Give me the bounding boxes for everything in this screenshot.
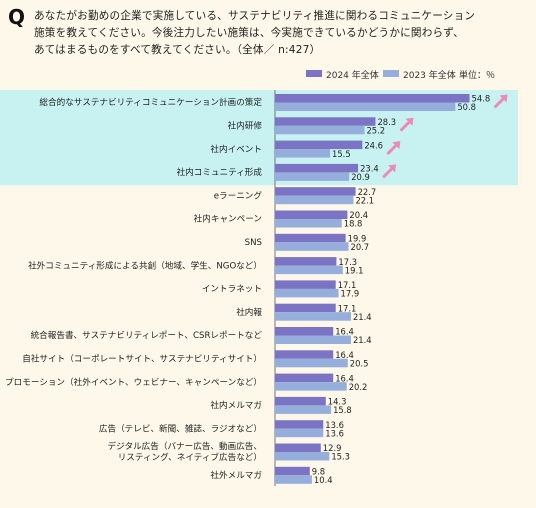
bar-2023 <box>275 125 365 135</box>
category-label: 総合的なサステナビリティコミュニケーション計画の策定 <box>39 96 262 108</box>
bar-2024 <box>275 187 356 196</box>
value-label-2023: 15.5 <box>332 149 351 159</box>
value-label-2023: 25.2 <box>366 126 385 136</box>
bar-2023 <box>275 312 351 321</box>
value-label-2024: 16.4 <box>335 350 354 360</box>
category-label: 統合報告書、サステナビリティレポート、CSRレポートなど <box>31 329 263 341</box>
category-label: 社内メルマガ <box>210 399 262 411</box>
bar-2023 <box>275 335 351 344</box>
value-label-2023: 15.3 <box>331 452 350 462</box>
category-label: デジタル広告（バナー広告、動画広告、 <box>107 440 262 452</box>
value-label-2024: 17.3 <box>338 257 357 267</box>
bar-2023 <box>275 475 312 484</box>
category-label: リスティング、ネイティブ広告など） <box>118 451 262 463</box>
value-label-2023: 15.8 <box>333 405 352 415</box>
category-label: 社内キャンペーン <box>194 213 262 225</box>
bar-2024 <box>275 233 346 243</box>
bar-2023 <box>275 358 348 368</box>
value-label-2023: 20.9 <box>351 172 370 182</box>
bar-2023 <box>275 242 349 251</box>
value-label-2024: 24.6 <box>364 140 383 150</box>
increase-arrowhead-icon <box>405 117 414 126</box>
value-label-2023: 13.6 <box>325 428 344 438</box>
increase-arrowhead-icon <box>392 141 401 150</box>
bar-2023 <box>275 195 354 205</box>
value-label-2023: 20.7 <box>350 242 369 252</box>
category-label: イントラネット <box>202 284 262 295</box>
value-label-2024: 14.3 <box>328 397 347 407</box>
category-label: 社内報 <box>236 306 262 318</box>
category-label: eラーニング <box>214 189 263 201</box>
bar-2024 <box>275 327 334 336</box>
bar-2024 <box>275 420 324 429</box>
bar-2023 <box>275 149 331 158</box>
bar-2023 <box>275 428 324 438</box>
category-label: 社内イベント <box>210 143 262 155</box>
value-label-2024: 13.6 <box>325 420 344 430</box>
value-label-2023: 17.9 <box>341 289 360 299</box>
bar-2024 <box>275 373 334 383</box>
bar-2024 <box>275 210 348 219</box>
category-label: 社外コミュニティ形成による共創（地域、学生、NGOなど） <box>28 259 262 271</box>
bar-2024 <box>275 257 337 266</box>
value-label-2024: 17.1 <box>338 280 357 290</box>
increase-arrowhead-icon <box>499 94 508 103</box>
value-label-2023: 18.8 <box>344 219 363 229</box>
category-label: SNS <box>245 238 262 248</box>
value-label-2023: 10.4 <box>314 475 333 485</box>
category-label: 社外メルマガ <box>210 469 262 481</box>
value-label-2023: 21.4 <box>353 335 372 345</box>
category-label: 自社サイト（コーポレートサイト、サステナビリティサイト） <box>22 352 262 364</box>
bar-2023 <box>275 382 347 391</box>
bar-2023 <box>275 219 342 228</box>
bar-2023 <box>275 288 339 298</box>
bar-2023 <box>275 172 350 181</box>
bar-2024 <box>275 117 376 126</box>
value-label-2024: 16.4 <box>335 373 354 383</box>
bar-2024 <box>275 350 334 359</box>
category-label: 広告（テレビ、新聞、雑誌、ラジオなど） <box>99 422 262 434</box>
value-label-2023: 20.5 <box>350 359 369 369</box>
value-label-2024: 54.8 <box>472 94 491 104</box>
value-label-2024: 22.7 <box>358 187 377 197</box>
bar-2024 <box>275 303 336 313</box>
value-label-2023: 21.4 <box>353 312 372 322</box>
bar-2023 <box>275 452 330 461</box>
category-label: 社内研修 <box>228 119 263 131</box>
value-label-2024: 23.4 <box>360 164 379 174</box>
bar-2024 <box>275 466 310 476</box>
bar-2024 <box>275 396 326 406</box>
value-label-2023: 50.8 <box>457 102 476 112</box>
value-label-2024: 12.9 <box>323 443 342 453</box>
value-label-2024: 20.4 <box>349 210 368 220</box>
value-label-2024: 17.1 <box>338 303 357 313</box>
value-label-2024: 16.4 <box>335 327 354 337</box>
question-text: あなたがお勤めの企業で実施している、サステナビリティ推進に関わるコミュニケーショ… <box>34 10 476 56</box>
value-label-2023: 19.1 <box>345 265 364 275</box>
bar-2024 <box>275 140 363 150</box>
value-label-2023: 22.1 <box>355 195 374 205</box>
value-label-2024: 28.3 <box>377 117 396 127</box>
category-label: プロモーション（社外イベント、ウェビナー、キャンペーンなど） <box>5 376 262 388</box>
bar-2024 <box>275 163 359 173</box>
bar-2023 <box>275 405 332 414</box>
value-label-2024: 19.9 <box>348 234 367 244</box>
increase-arrowhead-icon <box>388 164 397 173</box>
value-label-2024: 9.8 <box>312 467 325 477</box>
bar-2024 <box>275 280 336 289</box>
bar-2024 <box>275 443 321 452</box>
value-label-2023: 20.2 <box>349 382 368 392</box>
bar-2024 <box>275 94 470 103</box>
bar-2023 <box>275 102 456 111</box>
bar-2023 <box>275 265 343 275</box>
category-label: 社内コミュニティ形成 <box>177 166 263 178</box>
question-mark: Q <box>8 5 26 29</box>
